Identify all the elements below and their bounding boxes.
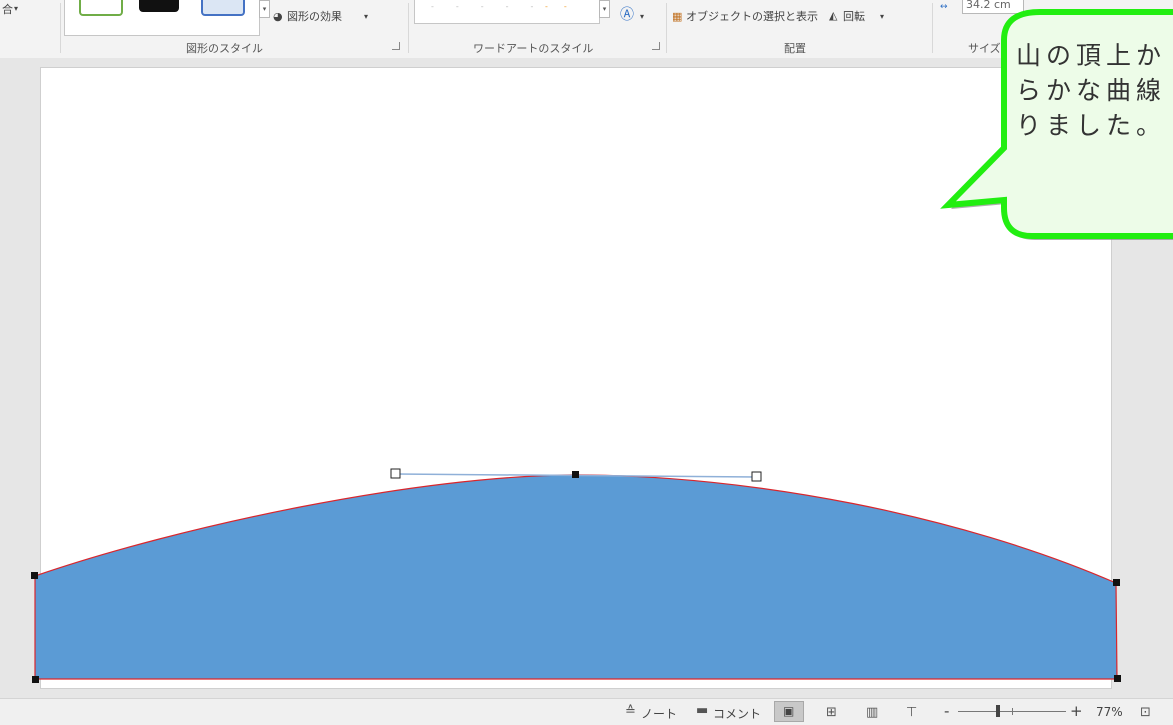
notes-icon[interactable]: ≙	[625, 704, 636, 719]
notes-button[interactable]: ノート	[641, 707, 678, 721]
reading-view-icon[interactable]: ▥	[866, 705, 879, 720]
group-separator	[60, 3, 61, 53]
rotate-button[interactable]: 回転	[843, 10, 865, 23]
bezier-control-handle[interactable]	[390, 468, 401, 479]
style-swatch-green[interactable]	[79, 0, 123, 16]
selection-pane-button[interactable]: オブジェクトの選択と表示	[686, 10, 818, 23]
style-swatch-blue[interactable]	[201, 0, 245, 16]
selection-pane-icon[interactable]: ▦	[672, 10, 683, 23]
slideshow-icon[interactable]: ⊤	[906, 705, 918, 720]
width-icon: ↔	[940, 2, 948, 12]
group-label-arrange: 配置	[784, 42, 806, 55]
zoom-slider-center-mark	[1012, 708, 1013, 715]
wordart-gallery-more-button[interactable]: ▾	[599, 0, 610, 18]
ribbon: 合 ▾ ▾ ◕ 図形の効果 ▾ 図形のスタイル ----- -- ▾ Ⓐ ▾ ワ…	[0, 0, 1173, 59]
shape-effects-button[interactable]: 図形の効果	[287, 10, 342, 23]
slide-sorter-icon[interactable]: ⊞	[826, 705, 837, 720]
wordart-launcher-icon[interactable]	[652, 42, 660, 50]
group-label-wordart-styles: ワードアートのスタイル	[473, 42, 594, 55]
style-swatch-black[interactable]	[139, 0, 179, 12]
zoom-percent[interactable]: 77%	[1096, 705, 1123, 719]
chevron-down-icon[interactable]: ▾	[364, 12, 369, 21]
fit-to-window-icon[interactable]: ⊡	[1140, 705, 1151, 720]
wordart-style-gallery[interactable]: ----- --	[414, 0, 600, 24]
text-fill-icon[interactable]: Ⓐ	[620, 7, 634, 23]
chevron-down-icon[interactable]: ▾	[640, 12, 645, 21]
zoom-out-button[interactable]: -	[944, 702, 950, 720]
status-bar: ≙ ノート ▬ コメント ▣ ⊞ ▥ ⊤ - + 77% ⊡	[0, 698, 1173, 725]
speech-bubble-callout[interactable]	[940, 9, 1173, 239]
callout-line: 山の頂上か	[1016, 41, 1167, 70]
style-gallery-more-button[interactable]: ▾	[259, 0, 270, 18]
vertex-point[interactable]	[1113, 579, 1120, 586]
normal-view-button[interactable]: ▣	[774, 701, 804, 722]
group-separator	[666, 3, 667, 53]
shape-width-input[interactable]: 34.2 cm	[962, 0, 1024, 14]
zoom-in-button[interactable]: +	[1070, 702, 1083, 720]
zoom-slider-thumb[interactable]	[996, 705, 1000, 717]
chevron-down-icon[interactable]: ▾	[14, 4, 19, 13]
rotate-icon[interactable]: ◭	[829, 9, 838, 22]
chevron-down-icon[interactable]: ▾	[880, 12, 885, 21]
shape-style-gallery[interactable]	[64, 0, 260, 36]
vertex-point[interactable]	[572, 471, 579, 478]
bezier-control-handle[interactable]	[751, 471, 762, 482]
group-label-size: サイズ	[968, 42, 1001, 55]
mountain-freeform-shape[interactable]	[34, 474, 1118, 680]
callout-line: らかな曲線	[1016, 76, 1167, 105]
callout-line: りました。	[1016, 111, 1167, 140]
ribbon-partial-label[interactable]: 合	[2, 3, 13, 16]
vertex-point[interactable]	[32, 676, 39, 683]
shape-styles-launcher-icon[interactable]	[392, 42, 400, 50]
callout-text[interactable]: 山の頂上か らかな曲線 りました。	[1016, 38, 1166, 143]
normal-view-icon: ▣	[783, 704, 795, 718]
zoom-slider[interactable]	[958, 705, 1066, 717]
group-separator	[408, 3, 409, 53]
vertex-point[interactable]	[1114, 675, 1121, 682]
group-label-shape-styles: 図形のスタイル	[186, 42, 263, 55]
comments-button[interactable]: コメント	[713, 707, 762, 721]
vertex-point[interactable]	[31, 572, 38, 579]
comment-icon[interactable]: ▬	[696, 703, 709, 718]
group-separator	[932, 3, 933, 53]
shape-effects-icon[interactable]: ◕	[273, 10, 283, 23]
